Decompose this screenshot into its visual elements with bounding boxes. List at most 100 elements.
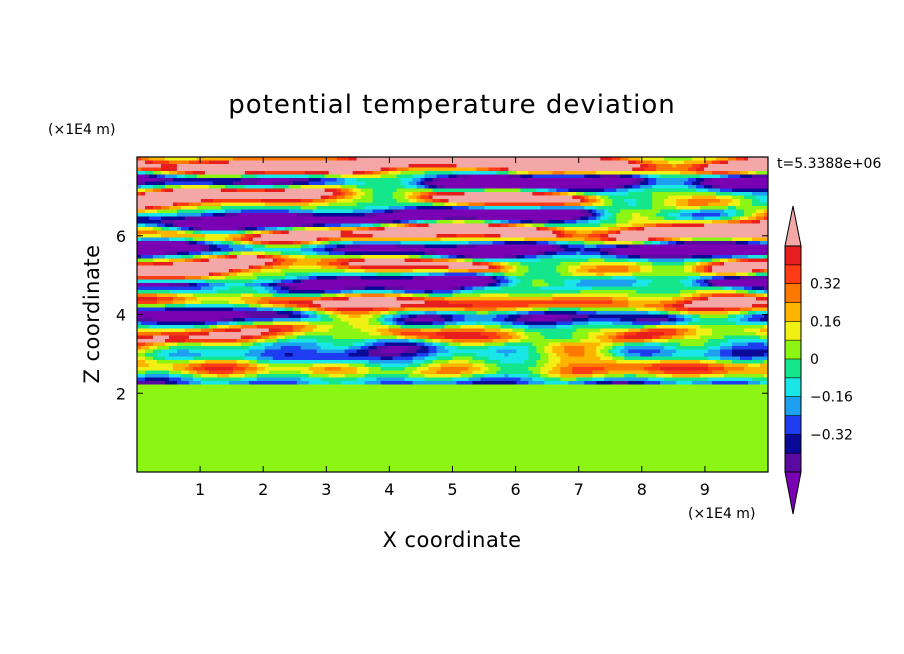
field-cell bbox=[528, 178, 533, 183]
field-cell bbox=[236, 244, 242, 249]
field-cell bbox=[188, 167, 194, 172]
field-cell bbox=[752, 157, 757, 162]
field-cell bbox=[616, 199, 621, 204]
field-cell bbox=[536, 174, 541, 179]
field-cell bbox=[604, 181, 609, 186]
field-cell bbox=[376, 255, 382, 260]
field-cell bbox=[760, 223, 765, 228]
field-cell bbox=[692, 241, 697, 246]
field-cell bbox=[144, 209, 150, 214]
field-cell bbox=[664, 209, 669, 214]
field-cell bbox=[520, 213, 525, 218]
field-cell bbox=[632, 251, 637, 256]
field-cell bbox=[716, 202, 721, 207]
field-cell bbox=[736, 167, 741, 172]
field-cell bbox=[260, 195, 266, 200]
field-cell bbox=[628, 251, 633, 256]
field-cell bbox=[328, 241, 334, 246]
field-cell bbox=[704, 206, 709, 211]
field-cell bbox=[764, 195, 768, 200]
field-cell bbox=[240, 202, 246, 207]
field-cell bbox=[180, 255, 186, 260]
field-cell bbox=[188, 195, 194, 200]
field-cell bbox=[308, 202, 314, 207]
field-cell bbox=[692, 223, 697, 228]
field-cell bbox=[256, 174, 262, 179]
field-cell bbox=[548, 255, 553, 260]
field-cell bbox=[228, 262, 234, 267]
field-cell bbox=[496, 241, 502, 246]
field-cell bbox=[572, 157, 577, 162]
field-cell bbox=[736, 241, 741, 246]
field-cell bbox=[304, 220, 310, 225]
field-cell bbox=[448, 251, 454, 256]
field-cell bbox=[344, 241, 350, 246]
field-cell bbox=[720, 213, 725, 218]
field-cell bbox=[348, 230, 354, 235]
field-cell bbox=[268, 206, 274, 211]
field-cell bbox=[576, 178, 581, 183]
field-cell bbox=[464, 195, 470, 200]
field-cell bbox=[660, 188, 665, 193]
field-cell bbox=[640, 199, 645, 204]
field-cell bbox=[584, 255, 589, 260]
field-cell bbox=[260, 206, 266, 211]
field-cell bbox=[364, 209, 370, 214]
field-cell bbox=[496, 258, 502, 263]
field-cell bbox=[536, 262, 541, 267]
field-cell bbox=[596, 248, 601, 253]
field-cell bbox=[684, 216, 689, 221]
field-cell bbox=[756, 234, 761, 239]
field-cell bbox=[576, 220, 581, 225]
field-cell bbox=[260, 220, 266, 225]
field-cell bbox=[392, 248, 398, 253]
field-cell bbox=[356, 223, 362, 228]
field-cell bbox=[600, 206, 605, 211]
field-cell bbox=[644, 185, 649, 190]
field-cell bbox=[652, 185, 657, 190]
field-cell bbox=[456, 160, 462, 165]
field-cell bbox=[152, 181, 158, 186]
field-cell bbox=[280, 157, 286, 162]
field-cell bbox=[440, 157, 446, 162]
field-cell bbox=[576, 213, 581, 218]
field-cell bbox=[296, 202, 302, 207]
field-cell bbox=[568, 220, 573, 225]
field-cell bbox=[548, 192, 553, 197]
field-cell bbox=[452, 237, 458, 242]
field-cell bbox=[736, 171, 741, 176]
field-cell bbox=[584, 258, 589, 263]
field-cell bbox=[548, 213, 553, 218]
field-cell bbox=[524, 209, 529, 214]
field-cell bbox=[292, 174, 298, 179]
field-cell bbox=[512, 258, 517, 263]
field-cell bbox=[488, 213, 494, 218]
field-cell bbox=[592, 160, 597, 165]
field-cell bbox=[332, 178, 338, 183]
field-cell bbox=[556, 171, 561, 176]
field-cell bbox=[528, 251, 533, 256]
field-cell bbox=[300, 255, 306, 260]
field-cell bbox=[304, 230, 310, 235]
field-cell bbox=[172, 178, 178, 183]
field-cell bbox=[152, 251, 158, 256]
field-cell bbox=[256, 237, 262, 242]
field-cell bbox=[764, 209, 768, 214]
field-cell bbox=[704, 185, 709, 190]
field-cell bbox=[500, 241, 506, 246]
field-cell bbox=[424, 251, 430, 256]
field-cell bbox=[356, 192, 362, 197]
field-cell bbox=[284, 192, 290, 197]
field-cell bbox=[540, 174, 545, 179]
field-cell bbox=[160, 185, 166, 190]
field-cell bbox=[492, 202, 498, 207]
field-cell bbox=[164, 209, 170, 214]
field-cell bbox=[400, 209, 406, 214]
field-cell bbox=[384, 160, 390, 165]
field-cell bbox=[724, 167, 729, 172]
field-cell bbox=[736, 223, 741, 228]
field-cell bbox=[728, 223, 733, 228]
field-cell bbox=[172, 167, 178, 172]
field-cell bbox=[420, 195, 426, 200]
field-cell bbox=[612, 216, 617, 221]
